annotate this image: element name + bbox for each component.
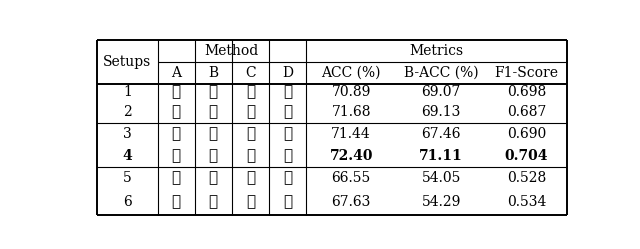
Text: ✓: ✓: [246, 171, 255, 185]
Text: ✗: ✗: [172, 195, 180, 209]
Text: 0.534: 0.534: [507, 195, 546, 209]
Text: 0.528: 0.528: [507, 171, 546, 185]
Text: 66.55: 66.55: [332, 171, 371, 185]
Text: F1-Score: F1-Score: [495, 66, 559, 80]
Text: 71.68: 71.68: [332, 105, 371, 119]
Text: Metrics: Metrics: [410, 44, 463, 58]
Text: 71.44: 71.44: [332, 127, 371, 141]
Text: B: B: [208, 66, 218, 80]
Text: 0.698: 0.698: [507, 85, 546, 99]
Text: ✗: ✗: [172, 171, 180, 185]
Text: ✓: ✓: [283, 105, 292, 119]
Text: ✗: ✗: [209, 105, 218, 119]
Text: ✗: ✗: [246, 127, 255, 141]
Text: 54.05: 54.05: [422, 171, 461, 185]
Text: 1: 1: [123, 85, 132, 99]
Text: Method: Method: [205, 44, 259, 58]
Text: ✗: ✗: [283, 171, 292, 185]
Text: 0.687: 0.687: [507, 105, 546, 119]
Text: D: D: [282, 66, 293, 80]
Text: A: A: [171, 66, 181, 80]
Text: 70.89: 70.89: [332, 85, 371, 99]
Text: ✗: ✗: [209, 171, 218, 185]
Text: ✗: ✗: [283, 127, 292, 141]
Text: 67.46: 67.46: [421, 127, 461, 141]
Text: 71.11: 71.11: [419, 149, 463, 163]
Text: ✓: ✓: [172, 85, 180, 99]
Text: C: C: [245, 66, 256, 80]
Text: ✓: ✓: [283, 149, 292, 163]
Text: 69.13: 69.13: [422, 105, 461, 119]
Text: ACC (%): ACC (%): [321, 66, 381, 80]
Text: ✓: ✓: [209, 127, 218, 141]
Text: 69.07: 69.07: [422, 85, 461, 99]
Text: 72.40: 72.40: [330, 149, 373, 163]
Text: 54.29: 54.29: [422, 195, 461, 209]
Text: ✗: ✗: [246, 105, 255, 119]
Text: 2: 2: [123, 105, 132, 119]
Text: 5: 5: [123, 171, 132, 185]
Text: 4: 4: [122, 149, 132, 163]
Text: ✗: ✗: [172, 127, 180, 141]
Text: ✓: ✓: [246, 195, 255, 209]
Text: ✗: ✗: [209, 195, 218, 209]
Text: 6: 6: [123, 195, 132, 209]
Text: ✓: ✓: [283, 195, 292, 209]
Text: ✗: ✗: [172, 149, 180, 163]
Text: 67.63: 67.63: [332, 195, 371, 209]
Text: ✗: ✗: [246, 85, 255, 99]
Text: ✗: ✗: [209, 85, 218, 99]
Text: ✗: ✗: [246, 149, 255, 163]
Text: 3: 3: [123, 127, 132, 141]
Text: ✓: ✓: [209, 149, 218, 163]
Text: 0.704: 0.704: [505, 149, 548, 163]
Text: ✗: ✗: [283, 85, 292, 99]
Text: Setups: Setups: [103, 55, 152, 69]
Text: 0.690: 0.690: [507, 127, 546, 141]
Text: B-ACC (%): B-ACC (%): [404, 66, 479, 80]
Text: ✓: ✓: [172, 105, 180, 119]
